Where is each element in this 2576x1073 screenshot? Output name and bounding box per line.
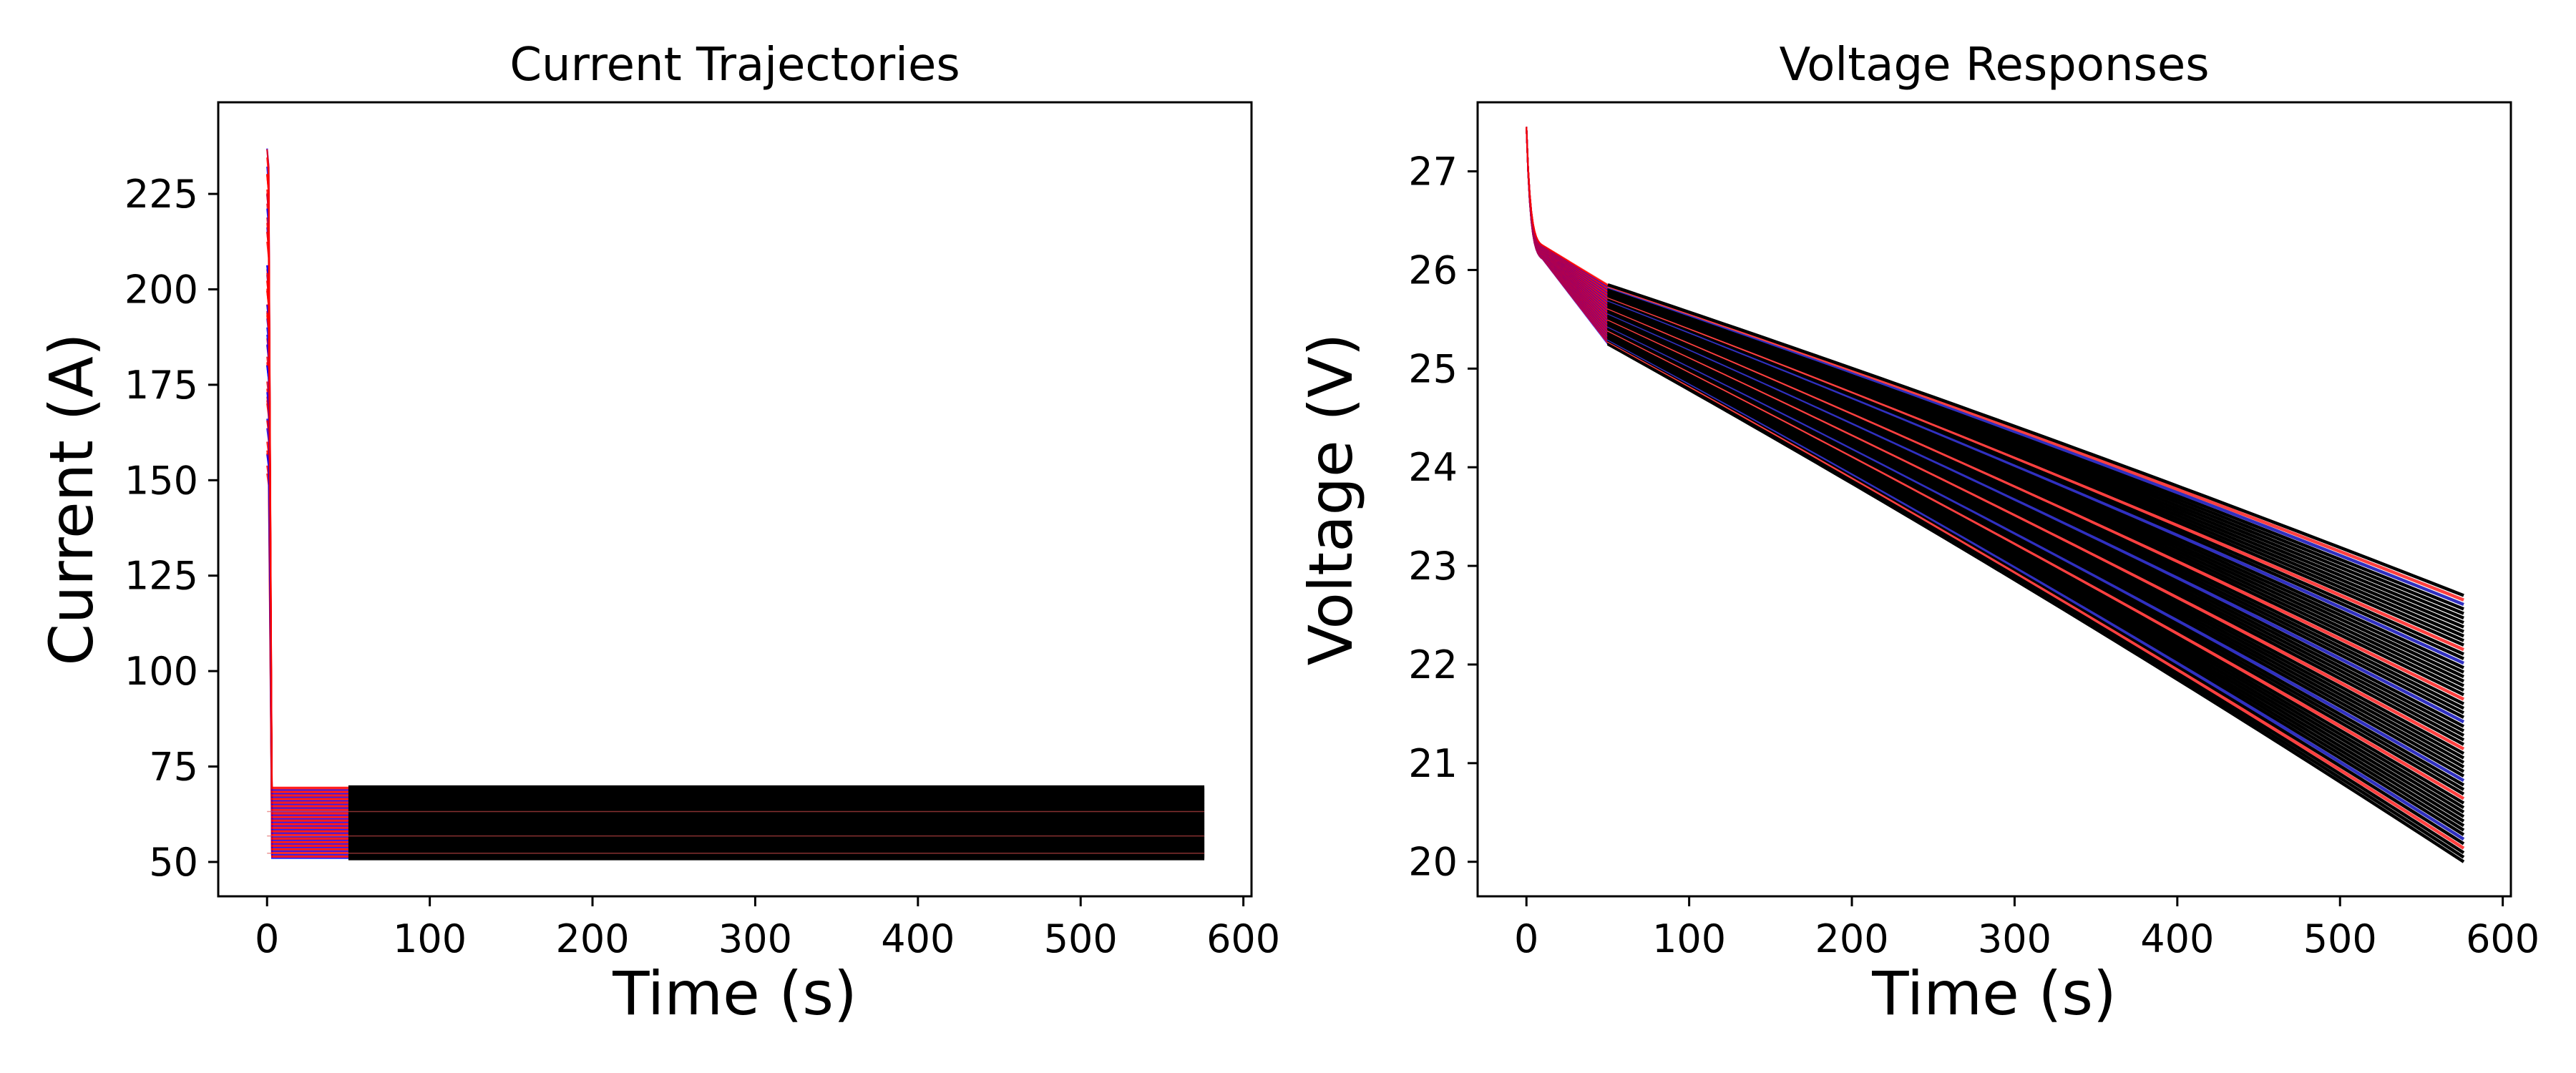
voltage-y-tick-label: 25 [1408, 346, 1458, 391]
voltage-x-tick-label: 400 [2140, 916, 2214, 961]
current-y-tick-label: 125 [125, 554, 198, 599]
voltage-x-axis-label: Time (s) [1871, 959, 2117, 1029]
voltage-series-group [1526, 127, 2465, 863]
voltage-y-tick-label: 24 [1408, 445, 1458, 490]
current-y-tick-label: 200 [125, 267, 198, 312]
voltage-series-late-line [1607, 283, 2464, 597]
current-x-tick-label: 600 [1206, 916, 1280, 961]
voltage-y-tick-label: 23 [1408, 544, 1458, 589]
current-y-axis-label: Current (A) [36, 333, 107, 665]
voltage-y-axis-label: Voltage (V) [1296, 333, 1366, 666]
current-x-tick-label: 200 [555, 916, 629, 961]
current-x-tick-label: 100 [393, 916, 467, 961]
current-y-tick-label: 175 [125, 363, 198, 408]
current-y-tick-label: 150 [125, 458, 198, 503]
voltage-y-tick-label: 22 [1408, 642, 1458, 687]
current-chart-plot-area [217, 101, 1253, 898]
voltage-y-tick-label: 26 [1408, 248, 1458, 293]
voltage-y-tick-label: 21 [1408, 741, 1458, 786]
voltage-x-tick-label: 600 [2466, 916, 2540, 961]
voltage-chart-title: Voltage Responses [1779, 39, 2209, 92]
current-y-axis: 50 75 100 125 150 175 200 225 [125, 172, 218, 885]
current-x-axis: 0 100 200 300 400 500 600 [255, 896, 1280, 961]
voltage-y-axis: 20 21 22 23 24 25 26 27 [1408, 150, 1478, 885]
current-chart-title: Current Trajectories [509, 39, 960, 92]
current-x-tick-label: 0 [255, 916, 279, 961]
current-plot-background [218, 102, 1252, 896]
voltage-plot-frame [1476, 101, 2512, 898]
current-x-tick-label: 500 [1044, 916, 1118, 961]
current-y-tick-label: 100 [125, 649, 198, 694]
voltage-x-tick-label: 500 [2303, 916, 2377, 961]
voltage-series-early-line [1526, 127, 1609, 286]
voltage-x-tick-label: 100 [1652, 916, 1726, 961]
current-x-tick-label: 300 [718, 916, 792, 961]
current-series-group [266, 148, 1205, 861]
voltage-x-tick-label: 200 [1815, 916, 1888, 961]
current-x-axis-label: Time (s) [612, 959, 857, 1029]
voltage-x-tick-label: 0 [1514, 916, 1538, 961]
current-y-tick-label: 50 [149, 840, 198, 885]
voltage-chart: Voltage Responses 0 100 200 300 400 500 600 20… [1296, 39, 2540, 1029]
current-y-tick-label: 75 [149, 745, 198, 790]
current-x-tick-label: 400 [881, 916, 955, 961]
current-chart: Current Trajectories 0 100 200 300 400 500 600… [36, 39, 1280, 1029]
current-series-early-line [266, 280, 348, 789]
current-y-tick-label: 225 [125, 172, 198, 217]
voltage-x-tick-label: 300 [1978, 916, 2051, 961]
current-plot-frame [217, 101, 1253, 898]
voltage-y-tick-label: 27 [1408, 150, 1458, 195]
voltage-x-axis: 0 100 200 300 400 500 600 [1514, 896, 2540, 961]
voltage-y-tick-label: 20 [1408, 840, 1458, 885]
voltage-chart-plot-area [1476, 101, 2512, 898]
